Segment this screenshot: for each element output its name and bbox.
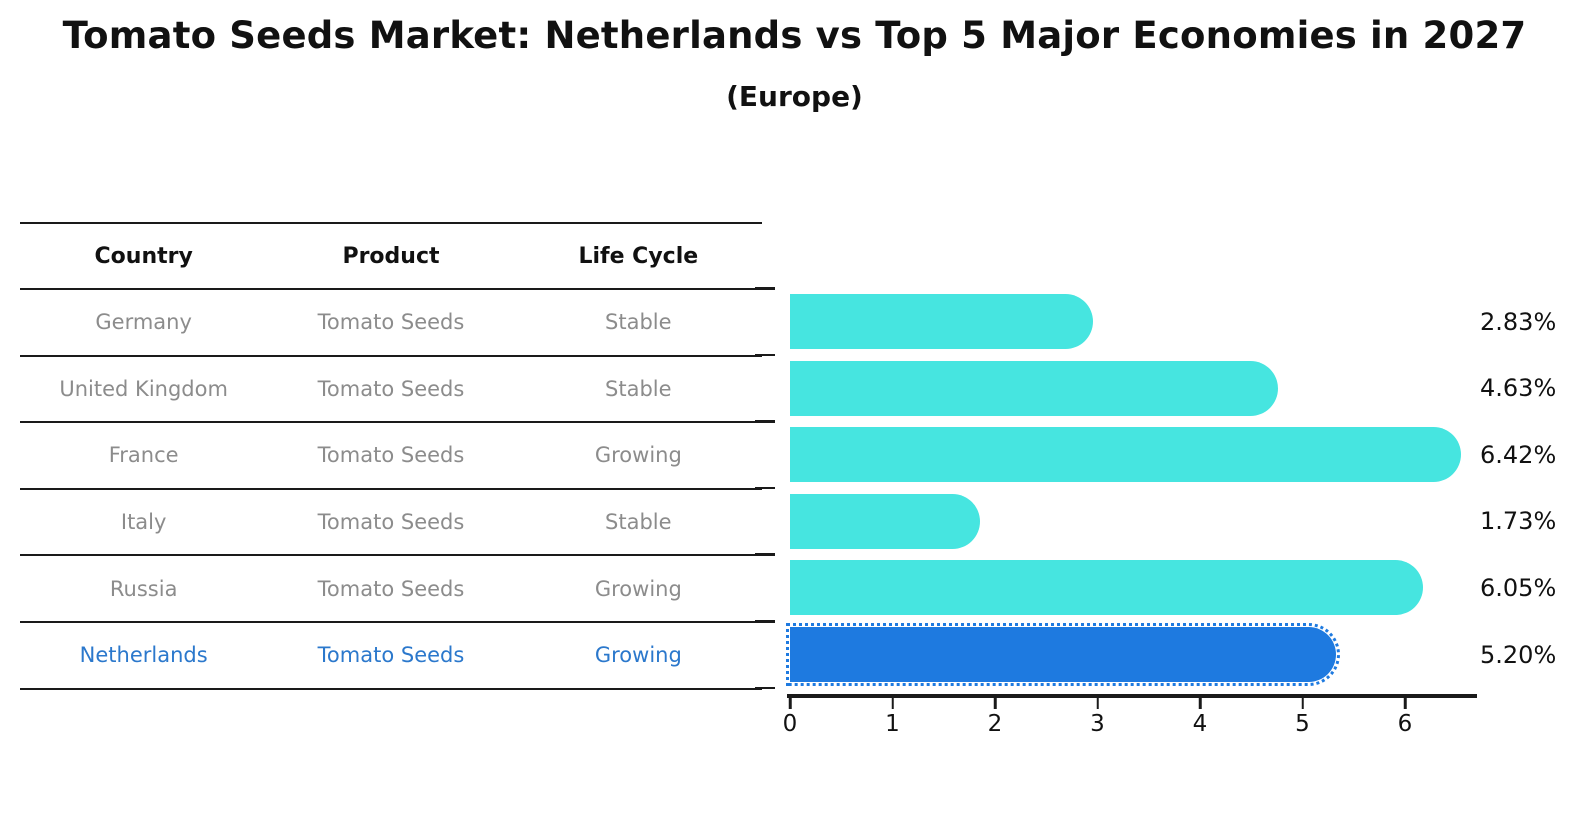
y-axis-tick xyxy=(755,553,775,556)
x-axis-tick xyxy=(993,697,997,709)
bar-value-label: 2.83% xyxy=(1480,307,1557,336)
cell-life-cycle: Growing xyxy=(594,643,682,668)
cell-country: France xyxy=(108,443,179,468)
table-row-netherlands-highlighted: Netherlands Tomato Seeds Growing xyxy=(20,623,762,690)
column-header-life-cycle: Life Cycle xyxy=(578,243,699,269)
bar-italy xyxy=(790,493,981,549)
bar-russia xyxy=(790,560,1424,616)
cell-product: Tomato Seeds xyxy=(317,643,465,668)
table-row-united-kingdom: United Kingdom Tomato Seeds Stable xyxy=(20,357,762,424)
cell-life-cycle: Growing xyxy=(594,576,682,601)
cell-country: Italy xyxy=(120,510,167,535)
bar-germany xyxy=(790,294,1094,349)
x-axis-tick xyxy=(788,697,792,709)
y-axis-tick xyxy=(755,420,775,423)
bar-value-label: 1.73% xyxy=(1480,507,1557,536)
x-axis-tick xyxy=(1198,697,1202,709)
table-row-russia: Russia Tomato Seeds Growing xyxy=(20,556,762,623)
cell-country: Russia xyxy=(109,576,178,601)
x-axis-tick-label: 4 xyxy=(1192,711,1208,737)
x-axis-tick-label: 5 xyxy=(1295,711,1310,737)
y-axis-tick xyxy=(755,486,775,490)
table-row-italy: Italy Tomato Seeds Stable xyxy=(20,490,762,557)
x-axis-tick-label: 3 xyxy=(1090,711,1105,737)
bar-value-label: 4.63% xyxy=(1480,374,1557,403)
cell-life-cycle: Growing xyxy=(594,443,682,468)
cell-product: Tomato Seeds xyxy=(317,376,465,401)
chart-title: Tomato Seeds Market: Netherlands vs Top … xyxy=(62,14,1527,57)
y-axis-tick xyxy=(755,620,775,623)
bar-france xyxy=(790,427,1462,483)
table-row-france: France Tomato Seeds Growing xyxy=(20,423,762,490)
chart-subtitle: (Europe) xyxy=(726,80,863,113)
y-axis-tick xyxy=(755,287,775,290)
cell-country: Germany xyxy=(95,310,192,335)
cell-product: Tomato Seeds xyxy=(317,576,465,601)
column-header-country: Country xyxy=(94,243,193,269)
bar-value-label: 6.42% xyxy=(1480,440,1557,469)
cell-life-cycle: Stable xyxy=(605,310,672,335)
y-axis-tick xyxy=(755,353,775,357)
x-axis-tick xyxy=(891,697,894,709)
cell-product: Tomato Seeds xyxy=(317,443,465,468)
x-axis-tick xyxy=(1301,697,1304,709)
x-axis-tick xyxy=(1096,697,1099,709)
x-axis-tick-label: 1 xyxy=(885,711,900,737)
bar-value-label: 5.20% xyxy=(1480,640,1557,669)
y-axis-tick xyxy=(755,686,775,690)
country-table: Country Product Life Cycle Germany Tomat… xyxy=(20,222,762,690)
cell-life-cycle: Stable xyxy=(605,376,672,401)
bar-value-label: 6.05% xyxy=(1480,573,1557,602)
x-axis-line xyxy=(787,694,1477,698)
bar-united-kingdom xyxy=(790,360,1278,416)
bar-netherlands-highlighted xyxy=(785,622,1341,687)
cell-life-cycle: Stable xyxy=(605,510,672,535)
x-axis-tick-label: 2 xyxy=(987,711,1003,737)
cell-country: Netherlands xyxy=(79,643,208,668)
cell-country: United Kingdom xyxy=(59,376,228,401)
x-axis-tick-label: 6 xyxy=(1397,711,1413,737)
x-axis-tick-label: 0 xyxy=(782,711,798,737)
table-row-germany: Germany Tomato Seeds Stable xyxy=(20,290,762,357)
cell-product: Tomato Seeds xyxy=(317,510,465,535)
table-header-row: Country Product Life Cycle xyxy=(20,224,762,290)
cell-product: Tomato Seeds xyxy=(317,310,465,335)
column-header-product: Product xyxy=(342,243,440,269)
x-axis-tick xyxy=(1403,697,1407,709)
